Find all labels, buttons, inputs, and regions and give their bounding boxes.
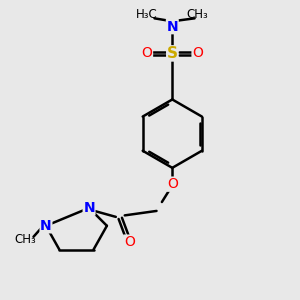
Text: CH₃: CH₃ <box>187 8 208 21</box>
Text: N: N <box>40 219 52 233</box>
Text: S: S <box>167 46 178 61</box>
Text: N: N <box>167 20 178 34</box>
Text: CH₃: CH₃ <box>14 233 36 246</box>
Text: O: O <box>124 235 135 249</box>
Text: N: N <box>83 201 95 215</box>
Text: O: O <box>167 177 178 191</box>
Text: O: O <box>192 46 203 60</box>
Text: H₃C: H₃C <box>136 8 158 21</box>
Text: O: O <box>142 46 152 60</box>
